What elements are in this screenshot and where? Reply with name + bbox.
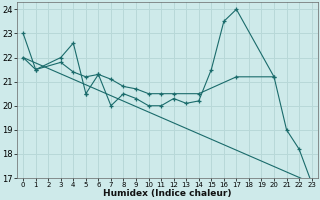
X-axis label: Humidex (Indice chaleur): Humidex (Indice chaleur) — [103, 189, 232, 198]
